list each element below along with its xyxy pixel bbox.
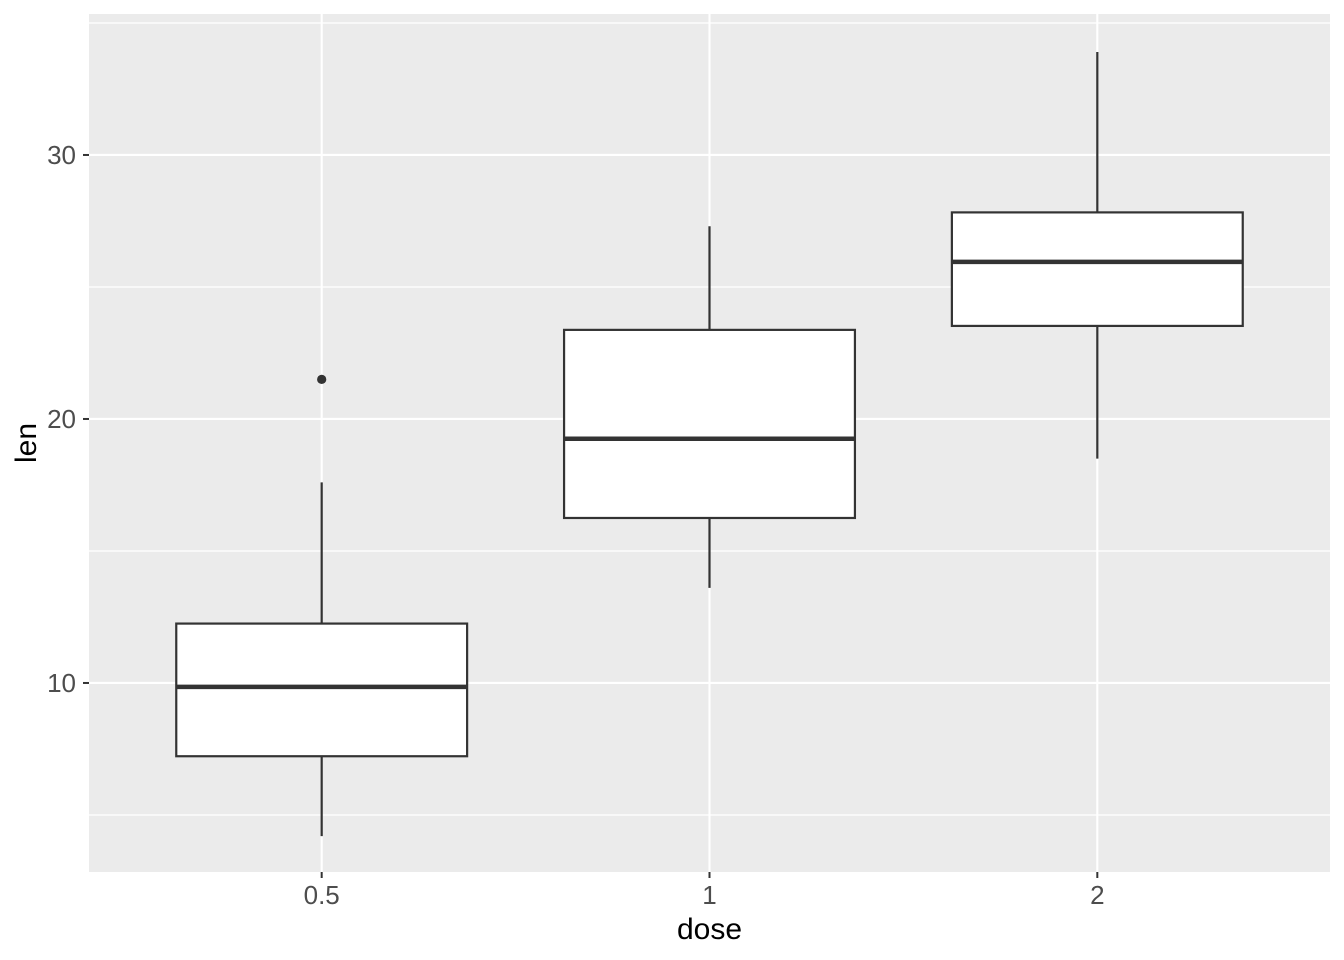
x-tick-label: 1 (702, 880, 716, 910)
y-axis-title: len (10, 423, 43, 463)
iqr-box (562, 328, 857, 520)
x-tick-label: 0.5 (304, 880, 340, 910)
y-tick-label: 20 (47, 404, 76, 434)
iqr-box (950, 211, 1244, 328)
plot-panel: 10 20 30 0.5 1 2 (47, 14, 1330, 910)
x-tick-label: 2 (1090, 880, 1104, 910)
y-tick-label: 30 (47, 140, 76, 170)
outlier-point (317, 374, 327, 384)
x-axis-title: dose (677, 913, 742, 946)
iqr-box (175, 622, 469, 758)
y-tick-label: 10 (47, 668, 76, 698)
